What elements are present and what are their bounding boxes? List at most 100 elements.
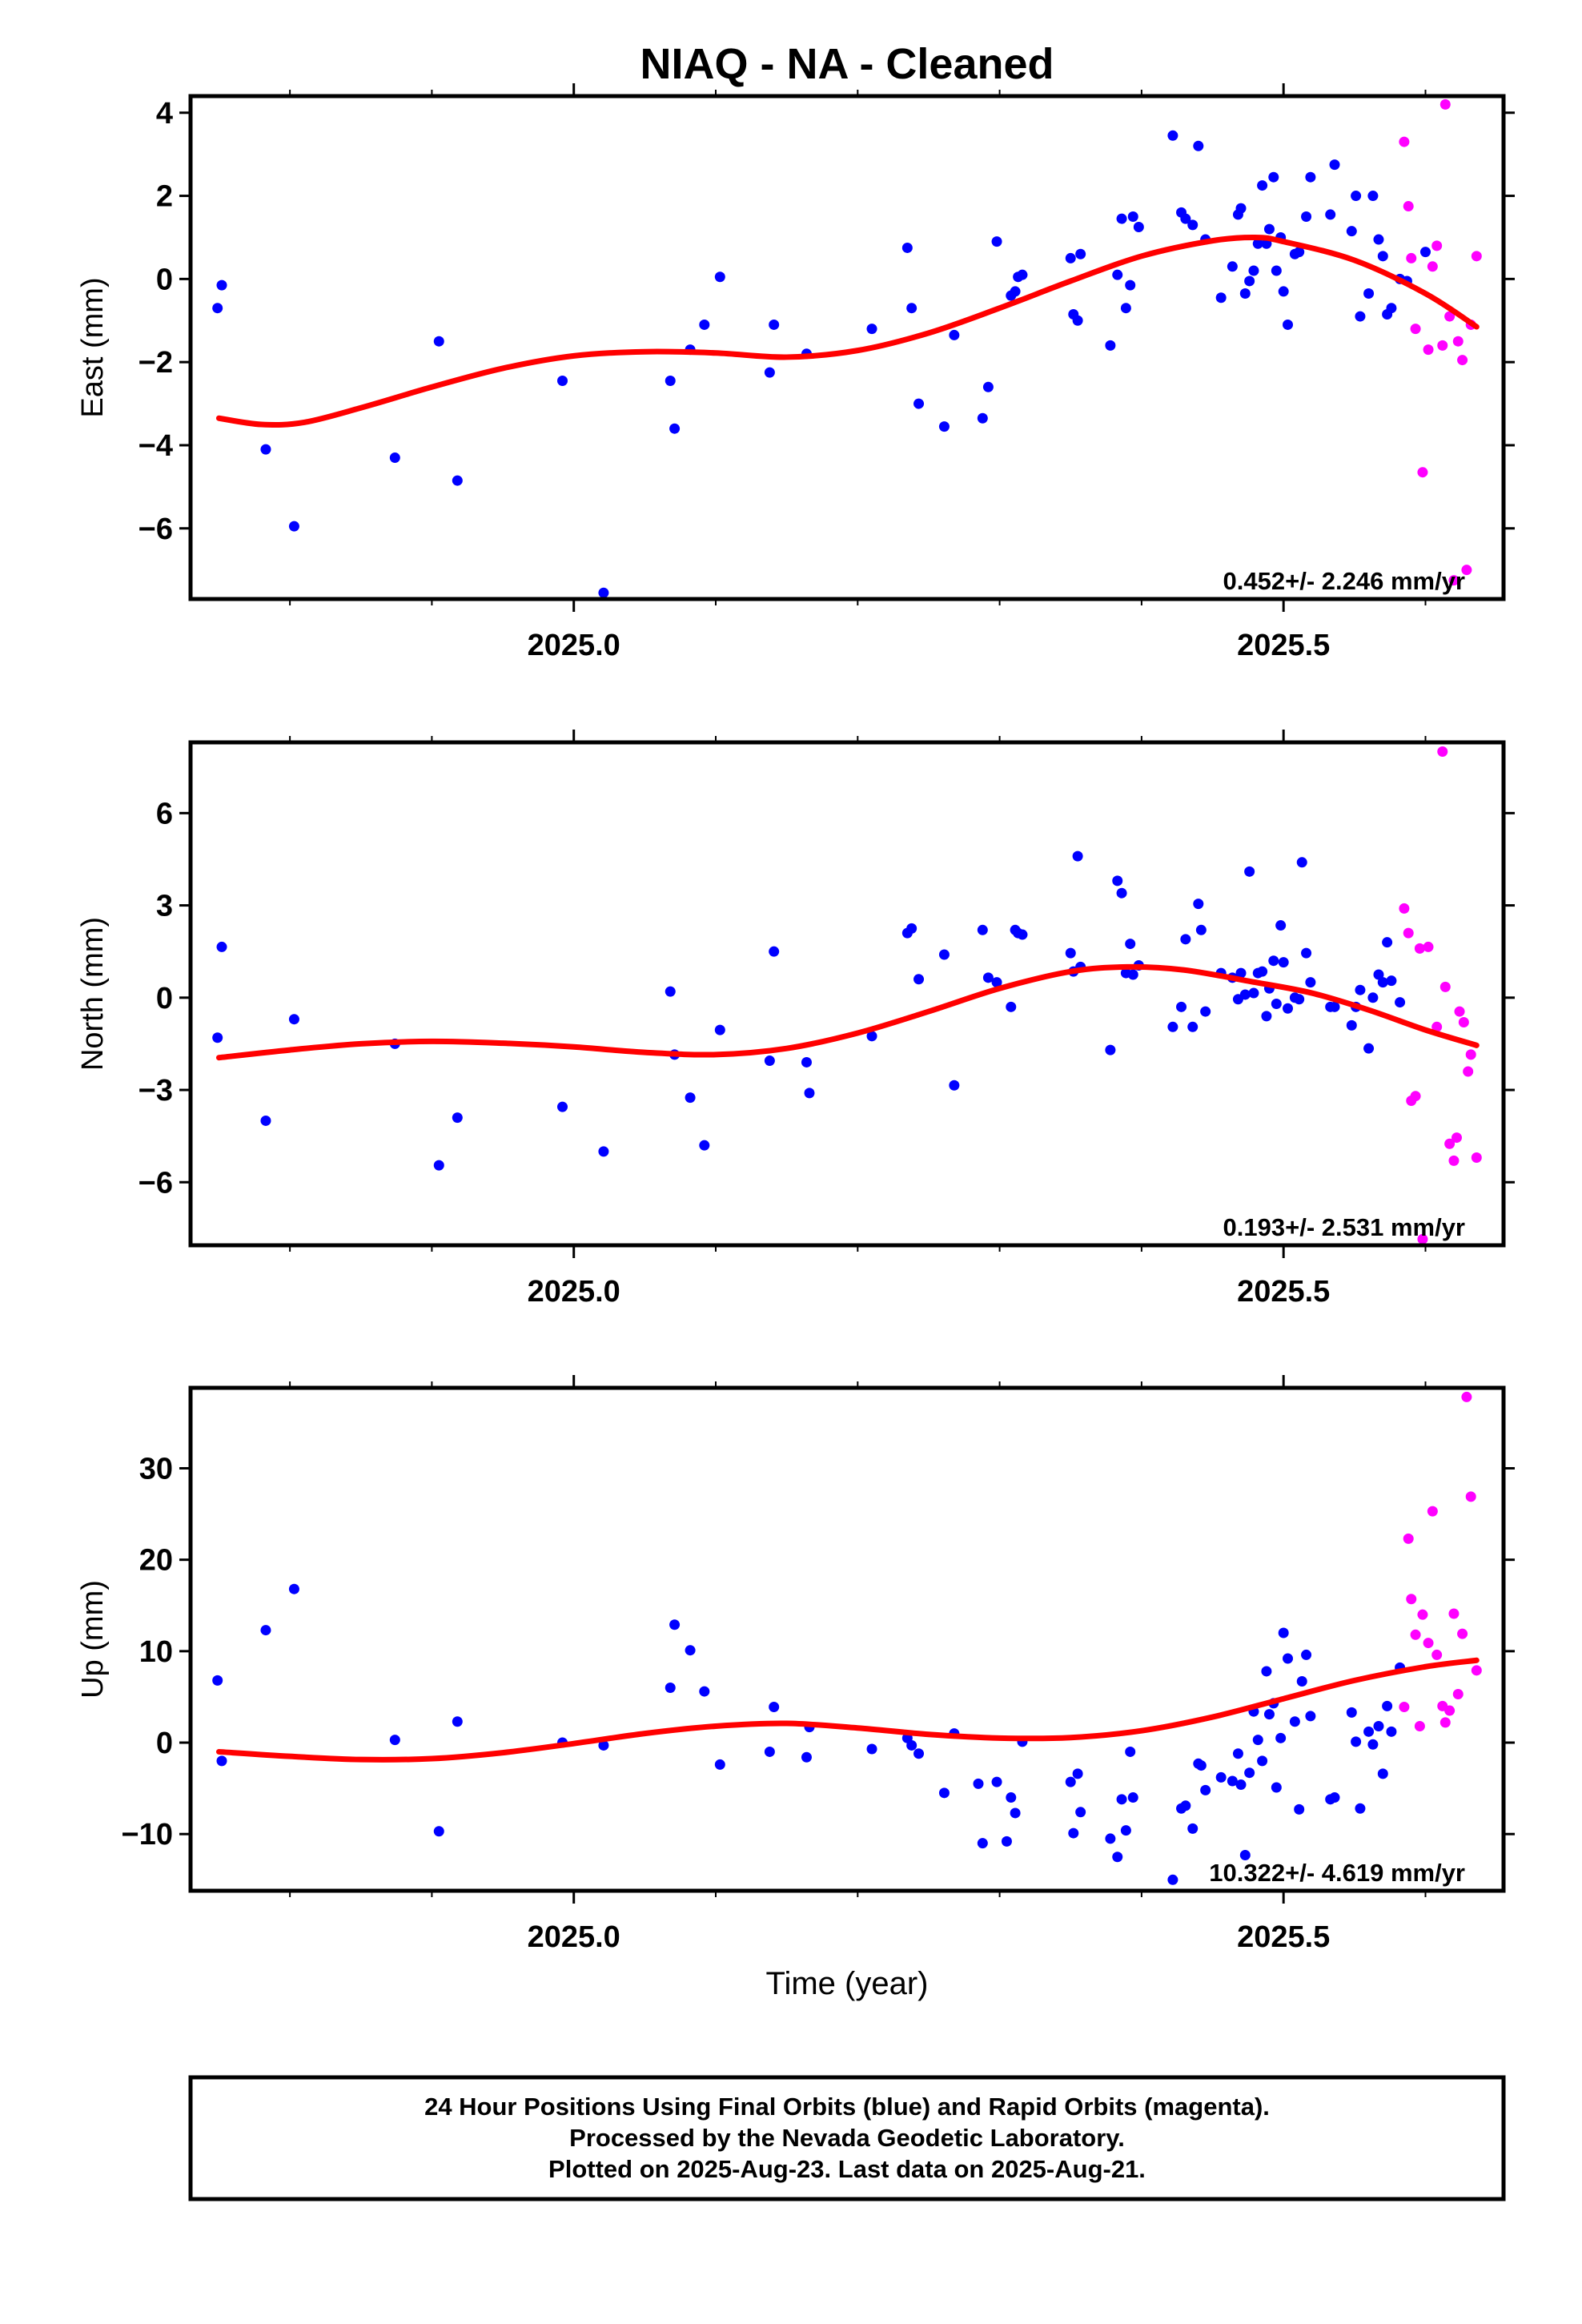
final-orbit-point — [804, 1088, 815, 1099]
final-orbit-point — [982, 381, 994, 392]
y-tick-label: −3 — [139, 1074, 173, 1108]
final-orbit-point — [1017, 929, 1028, 940]
final-orbit-point — [452, 1112, 463, 1124]
y-tick-label: 20 — [139, 1544, 173, 1578]
final-orbit-point — [1355, 1803, 1366, 1814]
final-orbit-point — [913, 398, 925, 409]
rapid-orbit-point — [1461, 1391, 1472, 1402]
final-orbit-point — [1283, 1653, 1294, 1664]
final-orbit-point — [1252, 1735, 1263, 1746]
rapid-orbit-point — [1417, 1609, 1428, 1620]
final-orbit-point — [1125, 1746, 1136, 1757]
rapid-orbit-point — [1431, 1021, 1443, 1032]
final-orbit-point — [212, 1032, 223, 1043]
final-orbit-point — [1289, 1716, 1300, 1727]
final-orbit-point — [1006, 1001, 1017, 1012]
final-orbit-point — [1257, 180, 1268, 191]
final-orbit-point — [769, 319, 780, 330]
final-orbit-point — [1325, 209, 1336, 220]
fit-curve — [215, 963, 1480, 1061]
final-orbit-point — [1329, 1792, 1340, 1803]
y-tick-label: −10 — [122, 1818, 173, 1852]
final-orbit-point — [1275, 920, 1287, 931]
final-orbit-point — [1363, 1043, 1375, 1054]
footer-line-1: 24 Hour Positions Using Final Orbits (bl… — [424, 2093, 1270, 2121]
final-orbit-point — [1065, 252, 1076, 263]
final-orbit-point — [1419, 247, 1431, 258]
final-orbit-point — [288, 1583, 299, 1594]
final-orbit-point — [1120, 303, 1131, 314]
final-orbit-point — [1239, 1849, 1251, 1860]
final-orbit-point — [977, 412, 988, 424]
rapid-orbit-point — [1463, 1066, 1474, 1077]
final-orbit-point — [1116, 213, 1127, 224]
final-orbit-point — [801, 1751, 812, 1763]
final-orbit-point — [949, 329, 960, 340]
final-orbit-point — [769, 1701, 780, 1712]
final-orbit-point — [1271, 265, 1282, 276]
final-orbit-point — [1386, 1726, 1397, 1737]
final-orbit-point — [977, 1838, 988, 1849]
final-orbit-point — [1235, 967, 1247, 979]
final-orbit-point — [906, 303, 917, 314]
final-orbit-point — [1010, 286, 1021, 297]
rapid-orbit-point — [1461, 565, 1472, 576]
footer-line-3: Plotted on 2025-Aug-23. Last data on 202… — [548, 2155, 1146, 2183]
y-axis-label-north: North (mm) — [76, 917, 110, 1071]
final-orbit-point — [669, 423, 681, 434]
final-orbit-point — [764, 1746, 775, 1757]
final-orbit-point — [1068, 1827, 1079, 1839]
final-orbit-point — [433, 1826, 444, 1837]
final-orbit-point — [1351, 1736, 1362, 1747]
data-points — [212, 1391, 1482, 1885]
final-orbit-point — [938, 1787, 950, 1799]
final-orbit-point — [1346, 1019, 1357, 1031]
final-orbit-point — [1017, 269, 1028, 280]
rapid-orbit-point — [1423, 941, 1434, 952]
rapid-orbit-point — [1448, 1608, 1460, 1619]
final-orbit-point — [1125, 279, 1136, 291]
final-orbit-point — [949, 1080, 960, 1091]
final-orbit-point — [1200, 1784, 1211, 1795]
x-tick-label: 2025.0 — [528, 1920, 620, 1954]
final-orbit-point — [1215, 1771, 1227, 1783]
final-orbit-point — [216, 941, 227, 952]
final-orbit-point — [1200, 1006, 1211, 1017]
y-tick-label: 4 — [156, 97, 173, 131]
final-orbit-point — [1271, 998, 1282, 1009]
final-orbit-point — [1377, 977, 1388, 988]
rapid-orbit-point — [1406, 252, 1417, 263]
rapid-orbit-point — [1427, 261, 1438, 272]
final-orbit-point — [906, 1739, 917, 1751]
final-orbit-point — [1065, 1776, 1076, 1787]
rapid-orbit-point — [1444, 311, 1456, 322]
final-orbit-point — [1072, 315, 1083, 326]
final-orbit-point — [1301, 947, 1312, 959]
final-orbit-point — [557, 1101, 568, 1112]
final-orbit-point — [764, 1055, 775, 1067]
final-orbit-point — [1112, 875, 1123, 887]
final-orbit-point — [1382, 1700, 1393, 1711]
final-orbit-point — [1120, 1825, 1131, 1836]
final-orbit-point — [260, 1115, 271, 1126]
y-axis-label-east: East (mm) — [76, 277, 110, 417]
data-points — [212, 746, 1482, 1244]
rapid-orbit-point — [1454, 1006, 1465, 1017]
panel-east: 4 2 0 −2 −4 −6 2025.0 2025.5 East (mm) 0.452+/- 2… — [76, 83, 1515, 662]
final-orbit-point — [669, 1619, 681, 1630]
final-orbit-point — [1373, 969, 1384, 980]
final-orbit-point — [1278, 286, 1289, 297]
final-orbit-point — [1127, 969, 1138, 980]
velocity-rate-label: 0.193+/- 2.531 mm/yr — [1223, 1213, 1465, 1241]
final-orbit-point — [665, 1683, 676, 1694]
rapid-orbit-point — [1423, 1638, 1434, 1649]
final-orbit-point — [1382, 937, 1393, 948]
final-orbit-point — [1373, 234, 1384, 245]
final-orbit-point — [452, 475, 463, 486]
final-orbit-point — [866, 324, 877, 335]
final-orbit-point — [991, 1776, 1002, 1787]
final-orbit-point — [938, 421, 950, 432]
final-orbit-point — [1386, 303, 1397, 314]
final-orbit-point — [1116, 1794, 1127, 1805]
final-orbit-point — [1271, 1782, 1282, 1793]
